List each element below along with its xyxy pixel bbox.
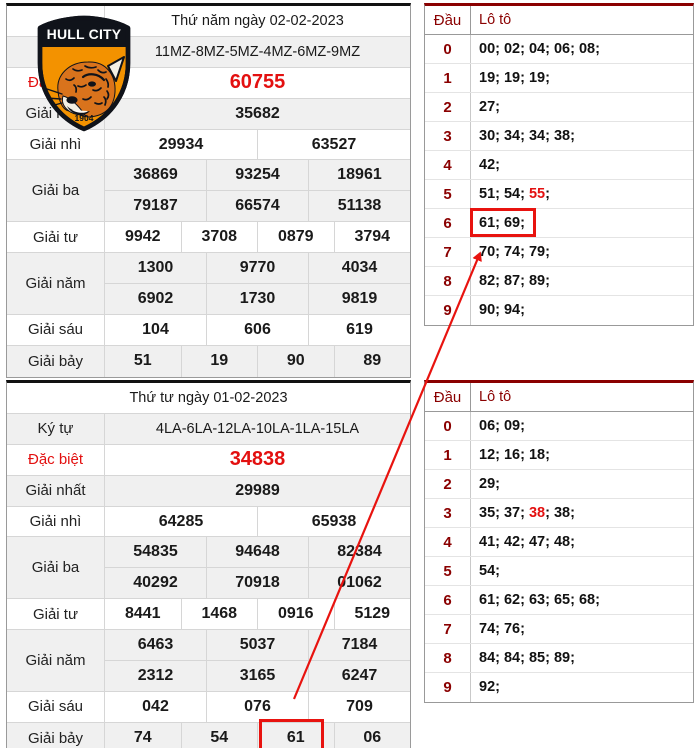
svg-text:1904: 1904 bbox=[75, 113, 94, 123]
svg-text:HULL CITY: HULL CITY bbox=[47, 26, 122, 42]
